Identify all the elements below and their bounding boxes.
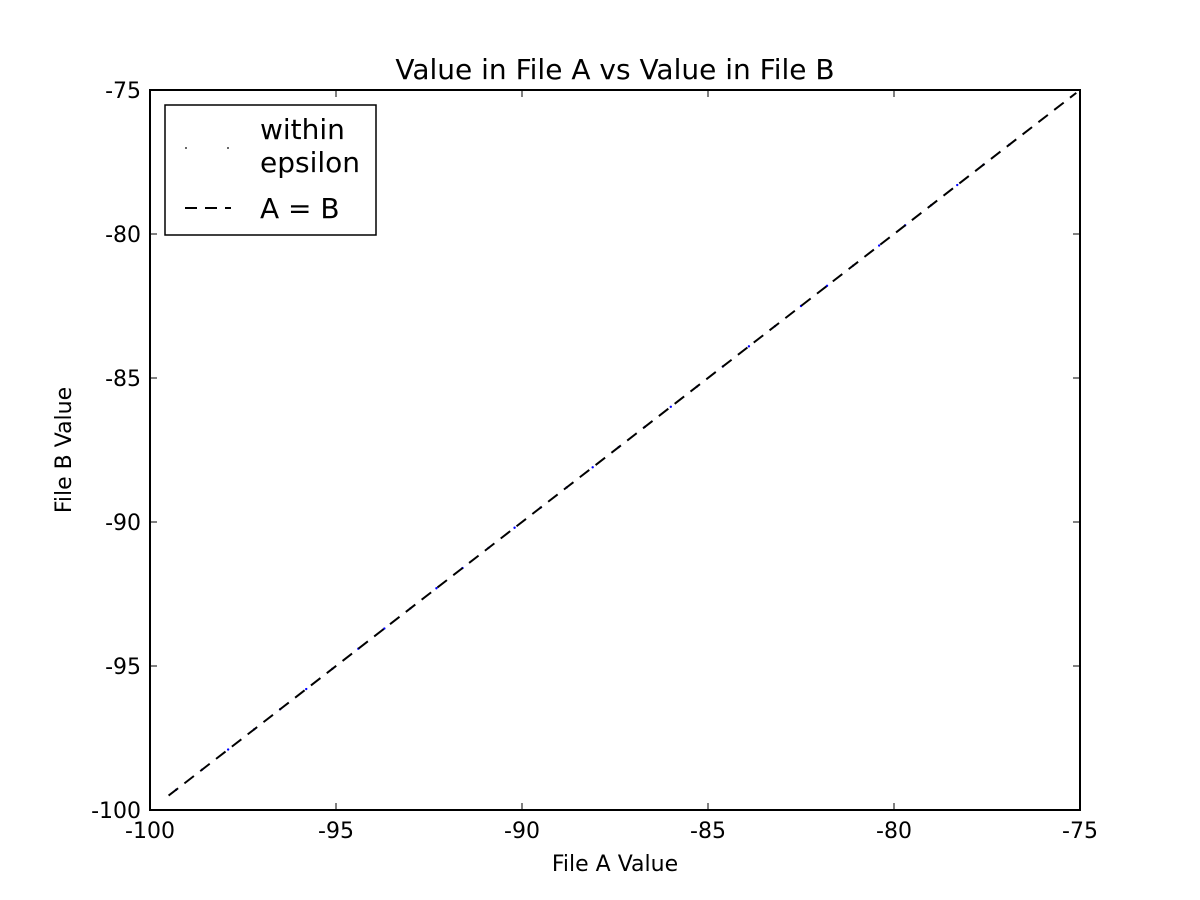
legend-label-a-equals-b: A = B	[260, 192, 340, 225]
data-point	[435, 587, 438, 590]
y-tick-label: -85	[105, 367, 141, 392]
data-point	[226, 748, 230, 751]
y-tick-label: -75	[105, 79, 141, 104]
chart-title: Value in File A vs Value in File B	[395, 53, 834, 86]
series-line-a-equals-b	[167, 92, 1077, 797]
x-tick-label: -95	[318, 819, 354, 844]
x-axis-label: File A Value	[552, 852, 678, 877]
y-tick-label: -80	[105, 223, 141, 248]
plot-frame	[149, 89, 1081, 811]
legend-box	[164, 104, 377, 236]
legend-marker-within-epsilon	[185, 147, 229, 149]
x-axis-ticks: -100 -95 -90 -85 -80 -75	[125, 90, 1098, 844]
y-tick-label: -95	[105, 655, 141, 680]
y-axis-ticks: -100 -95 -90 -85 -80 -75	[91, 79, 1080, 824]
data-point	[956, 183, 959, 187]
x-tick-label: -100	[125, 819, 175, 844]
y-tick-label: -100	[91, 799, 141, 824]
data-point	[747, 345, 751, 348]
x-tick-label: -80	[876, 819, 912, 844]
y-axis-label: File B Value	[52, 387, 77, 513]
x-tick-label: -75	[1062, 819, 1098, 844]
data-point	[669, 405, 672, 408]
legend-label-within-epsilon: within epsilon	[260, 113, 360, 179]
x-tick-label: -85	[690, 819, 726, 844]
data-point	[877, 244, 881, 247]
data-point	[383, 627, 386, 630]
y-tick-label: -90	[105, 511, 141, 536]
data-point	[513, 526, 516, 529]
plot-series	[167, 92, 1077, 797]
x-tick-label: -90	[504, 819, 540, 844]
legend: within epsilon A = B	[164, 104, 377, 236]
data-point	[305, 687, 308, 691]
data-point	[591, 466, 594, 469]
